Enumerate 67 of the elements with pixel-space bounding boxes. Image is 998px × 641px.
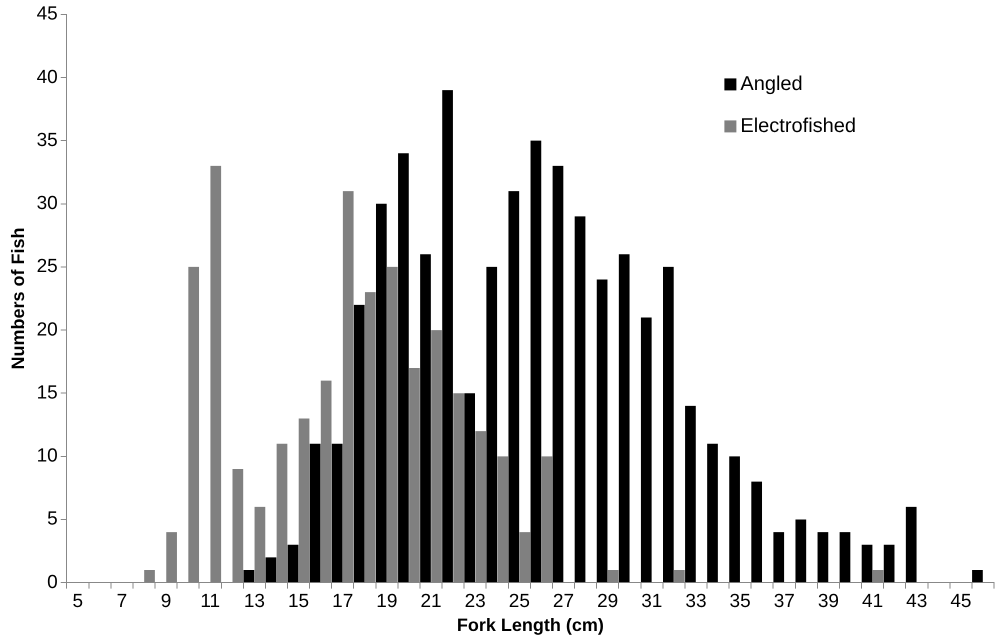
bar xyxy=(751,482,762,582)
bar xyxy=(862,544,872,582)
bar xyxy=(420,254,431,582)
bar xyxy=(663,266,674,582)
x-tick-label: 17 xyxy=(332,591,354,612)
x-tick-label: 15 xyxy=(288,591,310,612)
bar xyxy=(795,519,806,582)
bar xyxy=(972,570,983,582)
bar xyxy=(552,166,564,582)
x-tick-label: 37 xyxy=(774,591,795,612)
bar xyxy=(354,304,365,582)
y-tick-label: 40 xyxy=(36,66,58,88)
bar xyxy=(574,216,586,582)
x-tick-label: 23 xyxy=(464,591,486,612)
y-tick-label: 5 xyxy=(47,508,58,530)
y-tick-label: 45 xyxy=(36,4,58,25)
bar xyxy=(464,393,476,582)
bar xyxy=(530,140,542,582)
x-tick-label: 7 xyxy=(116,591,128,612)
y-tick-label: 10 xyxy=(36,446,58,467)
y-tick-label: 30 xyxy=(36,193,58,214)
x-tick-label: 41 xyxy=(862,591,884,612)
bar xyxy=(244,570,254,582)
y-tick-label: 25 xyxy=(36,256,58,278)
y-axis-title: Numbers of Fish xyxy=(8,227,28,370)
x-tick-label: 31 xyxy=(641,591,662,612)
bar xyxy=(640,317,652,582)
bar xyxy=(729,456,740,582)
x-tick-label: 13 xyxy=(244,591,265,612)
bar xyxy=(685,406,696,582)
bar xyxy=(442,90,453,582)
bar xyxy=(618,254,630,582)
bar xyxy=(288,544,298,582)
legend-label: Electrofished xyxy=(740,114,856,137)
y-tick-label: 20 xyxy=(36,319,58,340)
bar xyxy=(508,191,520,582)
x-axis-title: Fork Length (cm) xyxy=(456,615,604,636)
x-tick-label: 43 xyxy=(906,591,928,612)
bar xyxy=(266,557,276,582)
bar xyxy=(596,280,608,582)
legend-label: Angled xyxy=(740,72,803,95)
x-tick-label: 45 xyxy=(950,591,972,612)
bar xyxy=(906,506,917,582)
y-tick-label: 15 xyxy=(36,382,58,404)
bar xyxy=(818,532,828,582)
x-tick-label: 33 xyxy=(685,591,707,612)
x-tick-label: 29 xyxy=(597,591,618,612)
bar xyxy=(332,444,343,582)
x-tick-label: 27 xyxy=(552,591,574,612)
y-tick-label: 0 xyxy=(47,572,58,593)
x-tick-label: 5 xyxy=(72,591,84,612)
x-tick-label: 19 xyxy=(376,591,398,612)
bar xyxy=(398,153,409,582)
x-tick-label: 25 xyxy=(508,591,530,612)
bar xyxy=(376,204,387,582)
x-tick-label: 21 xyxy=(420,591,442,612)
x-tick-label: 35 xyxy=(730,591,751,612)
bar xyxy=(486,266,498,582)
x-tick-label: 9 xyxy=(160,591,172,612)
bar xyxy=(707,444,718,582)
bar xyxy=(773,532,784,582)
bar xyxy=(310,444,320,582)
y-tick-label: 35 xyxy=(36,130,58,151)
bar xyxy=(840,532,850,582)
x-tick-label: 39 xyxy=(818,591,839,612)
bar xyxy=(884,544,894,582)
x-tick-label: 11 xyxy=(200,591,220,612)
